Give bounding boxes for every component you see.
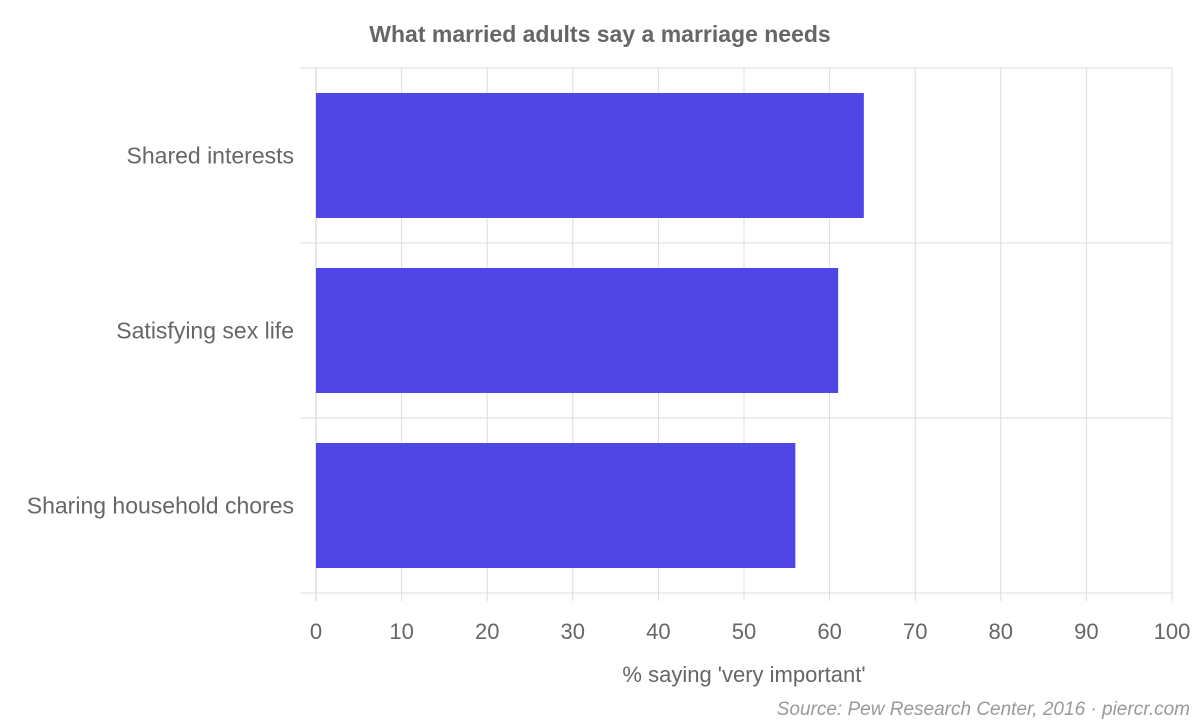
- bar: [316, 268, 839, 393]
- x-tick-label: 100: [1154, 619, 1191, 644]
- category-labels: Shared interests Satisfying sex life Shari…: [27, 143, 294, 519]
- x-tick-label: 20: [475, 619, 499, 644]
- x-tick-label: 10: [389, 619, 413, 644]
- x-tick-label: 60: [817, 619, 841, 644]
- category-label: Satisfying sex life: [116, 318, 294, 344]
- x-tick-label: 30: [561, 619, 585, 644]
- x-axis-title: % saying 'very important': [622, 662, 865, 687]
- bars: [316, 93, 864, 568]
- source-note: Source: Pew Research Center, 2016 · pier…: [777, 699, 1190, 720]
- chart-title: What married adults say a marriage needs: [369, 21, 830, 47]
- x-axis-ticks: 0 10 20 30 40 50 60 70 80 90 100: [310, 619, 1190, 644]
- bar: [316, 93, 864, 218]
- category-label: Sharing household chores: [27, 493, 294, 519]
- x-tick-label: 70: [903, 619, 927, 644]
- x-tick-label: 90: [1074, 619, 1098, 644]
- bar: [316, 443, 796, 568]
- x-tick-label: 40: [646, 619, 670, 644]
- x-tick-label: 0: [310, 619, 322, 644]
- x-tick-label: 50: [732, 619, 756, 644]
- x-tick-label: 80: [989, 619, 1013, 644]
- category-label: Shared interests: [127, 143, 294, 169]
